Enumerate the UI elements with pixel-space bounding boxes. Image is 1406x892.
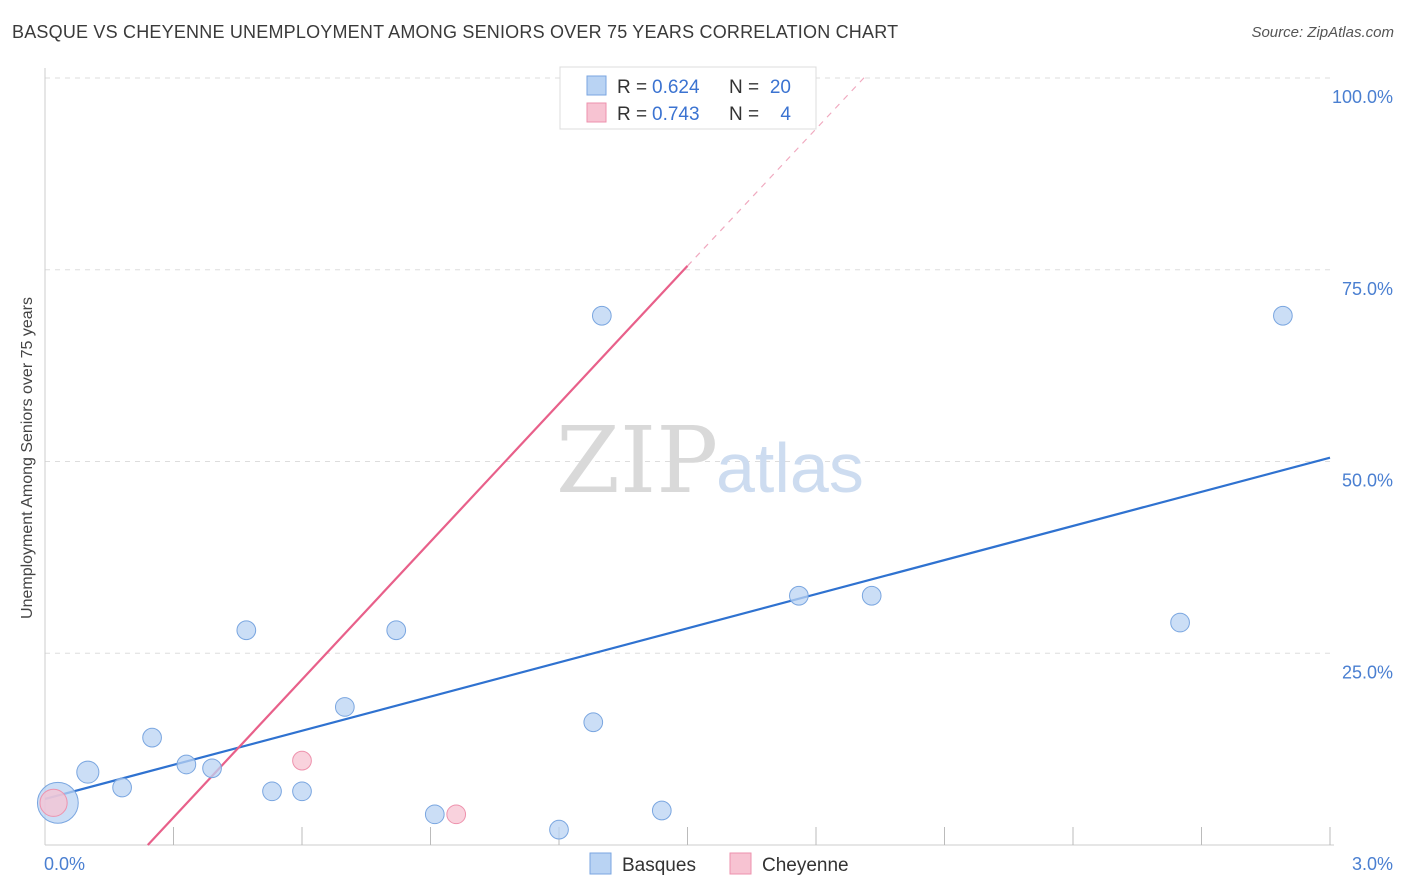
watermark: ZIP atlas [556, 407, 864, 514]
legend-bottom-basque-label: Basques [622, 855, 696, 876]
basque-point-15 [651, 800, 672, 821]
cheyenne-trend-line [146, 265, 689, 846]
basque-point-1 [76, 760, 100, 784]
legend-cheyenne-n-value: 4 [780, 104, 791, 125]
cheyenne-point-0 [39, 788, 68, 817]
legend-cheyenne-swatch [586, 102, 607, 123]
legend-basque-n-label: N = [729, 77, 759, 98]
basque-trend-line [44, 456, 1331, 801]
basque-point-11 [424, 804, 445, 825]
legend-basque-swatch [586, 75, 607, 96]
legend-basque-n-value: 20 [770, 77, 791, 98]
y-tick-label-3: 100.0% [1332, 87, 1393, 107]
basque-point-5 [202, 758, 222, 779]
legend-basque-r-value: 0.624 [652, 77, 700, 98]
basque-point-2 [112, 777, 132, 798]
x-tick-label-1: 3.0% [1352, 854, 1393, 874]
tick-label-layer: 25.0% 50.0% 75.0% 100.0% 0.0% 3.0% [44, 87, 1393, 874]
legend-cheyenne-r-label: R = [617, 104, 647, 125]
watermark-zip: ZIP [556, 407, 718, 514]
basque-point-12 [549, 819, 569, 840]
trend-layer [44, 73, 1331, 846]
legend-cheyenne-r-value: 0.743 [652, 104, 700, 125]
basque-point-9 [334, 697, 355, 717]
legend-bottom: Basques Cheyenne [589, 852, 849, 876]
basque-point-13 [583, 712, 604, 733]
basque-point-19 [1273, 305, 1293, 326]
y-axis-label: Unemployment Among Seniors over 75 years [19, 297, 36, 619]
basque-point-7 [262, 781, 282, 802]
grid-layer [45, 77, 1334, 654]
points-layer [36, 68, 1293, 840]
watermark-atlas: atlas [716, 429, 864, 507]
legend-top: R = 0.624 N = 20 R = 0.743 N = 4 [559, 66, 817, 130]
legend-cheyenne-n-label: N = [729, 104, 759, 125]
basque-point-3 [142, 727, 162, 748]
basque-point-10 [386, 620, 407, 641]
basque-point-17 [861, 585, 882, 606]
legend-bottom-cheyenne-label: Cheyenne [762, 855, 849, 876]
x-tick-label-0: 0.0% [44, 854, 85, 874]
cheyenne-trend-extension [687, 73, 868, 267]
legend-bottom-basque-swatch [589, 852, 612, 875]
basque-point-18 [1170, 612, 1190, 633]
source-label: Source: ZipAtlas.com [1251, 24, 1394, 41]
cheyenne-point-1 [292, 750, 312, 771]
legend-basque-r-label: R = [617, 77, 647, 98]
basque-point-8 [292, 781, 312, 802]
legend-bottom-cheyenne-swatch [729, 852, 752, 875]
cheyenne-point-2 [446, 804, 467, 825]
chart-title: BASQUE VS CHEYENNE UNEMPLOYMENT AMONG SE… [12, 22, 899, 42]
basque-point-14 [591, 305, 612, 326]
basque-point-6 [236, 620, 257, 641]
y-tick-label-1: 50.0% [1342, 471, 1393, 491]
basque-point-4 [176, 754, 197, 775]
y-tick-label-2: 75.0% [1342, 279, 1393, 299]
y-tick-label-0: 25.0% [1342, 662, 1393, 682]
basque-point-16 [789, 585, 809, 606]
